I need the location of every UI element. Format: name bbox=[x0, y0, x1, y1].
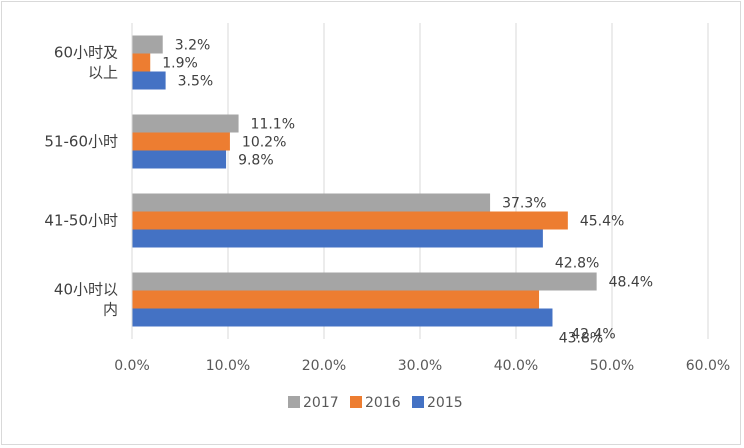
bar-2016-3 bbox=[132, 290, 540, 309]
bar-2015-1 bbox=[132, 150, 227, 169]
x-tick-label-0: 0.0% bbox=[114, 358, 150, 374]
data-label-2016-2: 45.4% bbox=[580, 214, 624, 230]
data-label-2015-2: 42.8% bbox=[555, 256, 599, 272]
data-label-2017-0: 3.2% bbox=[175, 38, 211, 54]
legend-swatch-2017 bbox=[288, 396, 300, 408]
data-label-2015-0: 3.5% bbox=[178, 74, 214, 90]
bar-2015-3 bbox=[132, 308, 553, 327]
data-label-2016-0: 1.9% bbox=[162, 56, 198, 72]
x-tick-label-40: 40.0% bbox=[494, 358, 538, 374]
bar-2017-2 bbox=[132, 193, 491, 212]
legend-label-2016: 2016 bbox=[365, 395, 401, 411]
legend-swatch-2016 bbox=[350, 396, 362, 408]
legend-swatch-2015 bbox=[412, 396, 424, 408]
x-tick-label-60: 60.0% bbox=[686, 358, 730, 374]
bar-2015-0 bbox=[132, 71, 166, 90]
bar-2016-1 bbox=[132, 132, 230, 151]
category-label-0-1: 以上 bbox=[88, 64, 118, 82]
category-label-2-0: 41-50小时 bbox=[44, 212, 118, 230]
data-label-2016-1: 10.2% bbox=[242, 135, 286, 151]
category-label-1-0: 51-60小时 bbox=[44, 133, 118, 151]
category-label-0-0: 60小时及 bbox=[54, 44, 118, 62]
legend-label-2017: 2017 bbox=[303, 395, 339, 411]
data-label-2017-1: 11.1% bbox=[251, 117, 295, 133]
x-tick-label-30: 30.0% bbox=[398, 358, 442, 374]
data-label-2016-3: 42.4% bbox=[571, 327, 615, 343]
bar-2017-1 bbox=[132, 114, 239, 133]
data-label-2015-1: 9.8% bbox=[238, 153, 274, 169]
x-tick-label-20: 20.0% bbox=[302, 358, 346, 374]
data-label-2015-3: 43.8% bbox=[559, 331, 603, 347]
x-tick-label-50: 50.0% bbox=[590, 358, 634, 374]
x-tick-label-10: 10.0% bbox=[206, 358, 250, 374]
bar-2017-3 bbox=[132, 272, 597, 291]
bar-2017-0 bbox=[132, 35, 163, 54]
bar-2016-2 bbox=[132, 211, 568, 230]
category-label-3-1: 内 bbox=[103, 301, 118, 319]
category-label-3-0: 40小时以 bbox=[54, 281, 118, 299]
legend-label-2015: 2015 bbox=[427, 395, 463, 411]
data-label-2017-3: 48.4% bbox=[609, 275, 653, 291]
bar-2016-0 bbox=[132, 53, 151, 72]
bar-2015-2 bbox=[132, 229, 543, 248]
data-label-2017-2: 37.3% bbox=[502, 196, 546, 212]
